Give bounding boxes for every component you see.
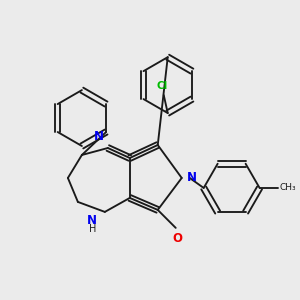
Text: Cl: Cl <box>156 81 167 91</box>
Text: CH₃: CH₃ <box>280 183 296 192</box>
Text: H: H <box>89 224 97 234</box>
Text: N: N <box>187 172 197 184</box>
Text: N: N <box>87 214 97 227</box>
Text: N: N <box>94 130 104 143</box>
Text: O: O <box>173 232 183 245</box>
